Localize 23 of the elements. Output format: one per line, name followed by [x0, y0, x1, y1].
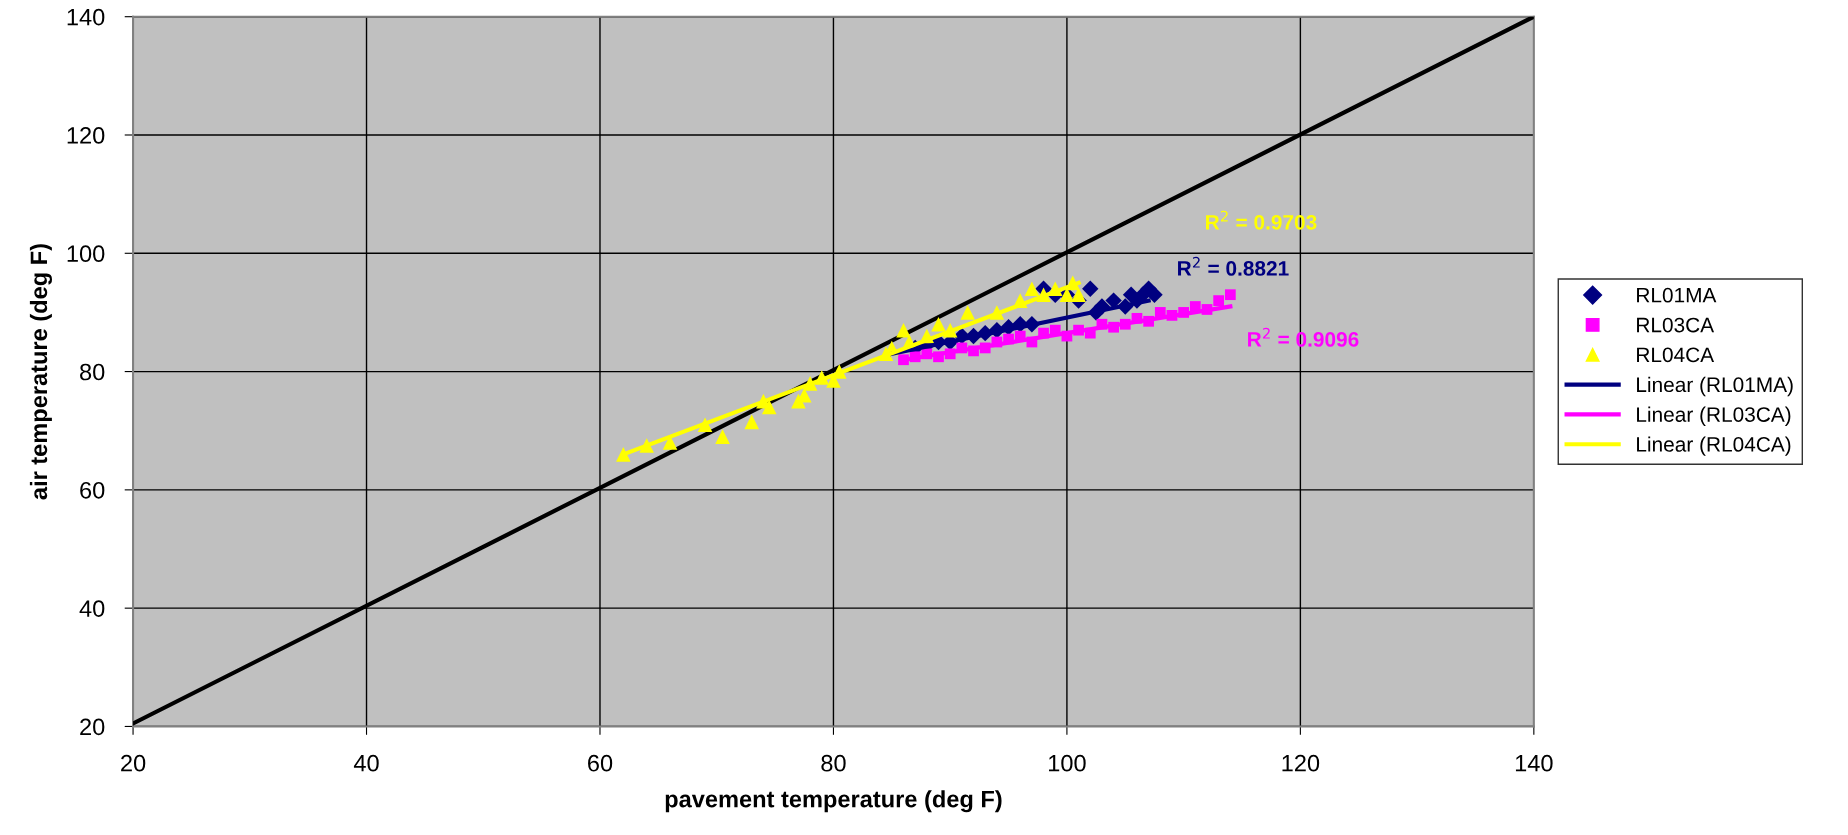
x-tick-label: 60 [588, 754, 613, 772]
x-tick-label: 140 [1515, 754, 1553, 772]
y-tick-label: 120 [67, 127, 105, 144]
legend-label: Linear (RL03CA) [1637, 406, 1791, 427]
x-tick-label: 40 [353, 754, 379, 772]
legend-label: Linear (RL04CA) [1637, 436, 1791, 456]
legend-label: RL01MA [1637, 287, 1717, 303]
x-axis-title: pavement temperature (deg F) [665, 790, 1002, 813]
y-tick-label: 100 [67, 245, 105, 263]
y-tick-label: 140 [67, 8, 105, 26]
y-axis-title: air temperature (deg F) [29, 244, 52, 500]
x-tick-label: 100 [1049, 754, 1086, 772]
legend-label: RL03CA [1637, 317, 1715, 333]
y-tick-label: 60 [80, 481, 105, 499]
x-tick-label: 20 [121, 754, 146, 772]
legend-label: Linear (RL01MA) [1637, 376, 1793, 397]
annotation: R$^{2}$ = 0.8821 [1178, 256, 1289, 276]
y-tick-label: 20 [80, 718, 105, 736]
legend-label: RL04CA [1637, 347, 1715, 363]
x-tick-label: 80 [821, 754, 846, 772]
y-tick-label: 80 [80, 363, 105, 381]
y-tick-label: 40 [79, 600, 105, 617]
x-tick-label: 120 [1282, 754, 1320, 772]
